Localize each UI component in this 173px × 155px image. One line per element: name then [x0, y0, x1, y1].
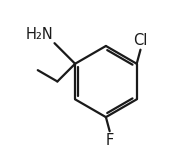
Text: H₂N: H₂N: [25, 27, 53, 42]
Text: Cl: Cl: [133, 33, 148, 48]
Text: F: F: [106, 133, 114, 148]
